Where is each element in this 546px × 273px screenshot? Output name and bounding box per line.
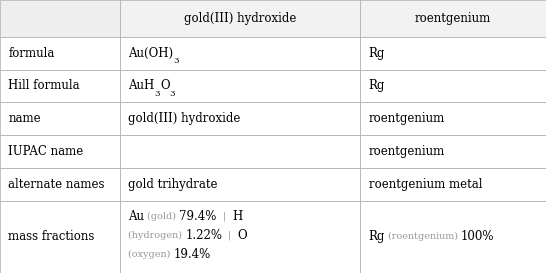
Text: (oxygen): (oxygen) [128, 250, 174, 259]
Bar [0, 70, 120, 102]
Bar [360, 135, 546, 168]
Text: Rg: Rg [369, 230, 385, 243]
Text: gold trihydrate: gold trihydrate [128, 178, 218, 191]
Bar [0, 0, 120, 37]
Text: formula: formula [8, 47, 55, 60]
Text: Hill formula: Hill formula [8, 79, 80, 93]
Bar [360, 37, 546, 70]
Text: H: H [232, 210, 242, 223]
Text: AuH: AuH [128, 79, 155, 93]
Bar [360, 201, 546, 273]
Text: 79.4%: 79.4% [179, 210, 217, 223]
Text: roentgenium: roentgenium [415, 12, 491, 25]
Text: 3: 3 [155, 90, 160, 98]
Text: |: | [222, 231, 238, 240]
Text: (roentgenium): (roentgenium) [385, 232, 461, 241]
Bar [0, 102, 120, 135]
Bar [120, 168, 360, 201]
Bar [120, 70, 360, 102]
Text: roentgenium: roentgenium [369, 145, 445, 158]
Text: O: O [160, 79, 170, 93]
Text: name: name [8, 112, 41, 125]
Text: alternate names: alternate names [8, 178, 105, 191]
Text: Rg: Rg [369, 79, 385, 93]
Bar [360, 168, 546, 201]
Text: 19.4%: 19.4% [174, 248, 211, 261]
Text: (hydrogen): (hydrogen) [128, 231, 185, 240]
Text: 100%: 100% [461, 230, 495, 243]
Text: roentgenium: roentgenium [369, 112, 445, 125]
Text: |: | [217, 212, 232, 221]
Bar [120, 102, 360, 135]
Bar [360, 0, 546, 37]
Text: roentgenium metal: roentgenium metal [369, 178, 482, 191]
Bar [0, 135, 120, 168]
Bar [120, 135, 360, 168]
Bar [0, 168, 120, 201]
Bar [0, 37, 120, 70]
Text: Au(OH): Au(OH) [128, 47, 174, 60]
Text: Rg: Rg [369, 47, 385, 60]
Text: IUPAC name: IUPAC name [8, 145, 84, 158]
Text: gold(III) hydroxide: gold(III) hydroxide [128, 112, 241, 125]
Bar [360, 102, 546, 135]
Text: 3: 3 [174, 57, 179, 66]
Bar [360, 70, 546, 102]
Bar [120, 37, 360, 70]
Text: 3: 3 [170, 90, 175, 98]
Bar [120, 201, 360, 273]
Text: 1.22%: 1.22% [185, 229, 222, 242]
Bar [0, 201, 120, 273]
Text: O: O [238, 229, 247, 242]
Bar [120, 0, 360, 37]
Text: (gold): (gold) [144, 212, 179, 221]
Text: Au: Au [128, 210, 144, 223]
Text: mass fractions: mass fractions [8, 230, 94, 243]
Text: gold(III) hydroxide: gold(III) hydroxide [184, 12, 296, 25]
